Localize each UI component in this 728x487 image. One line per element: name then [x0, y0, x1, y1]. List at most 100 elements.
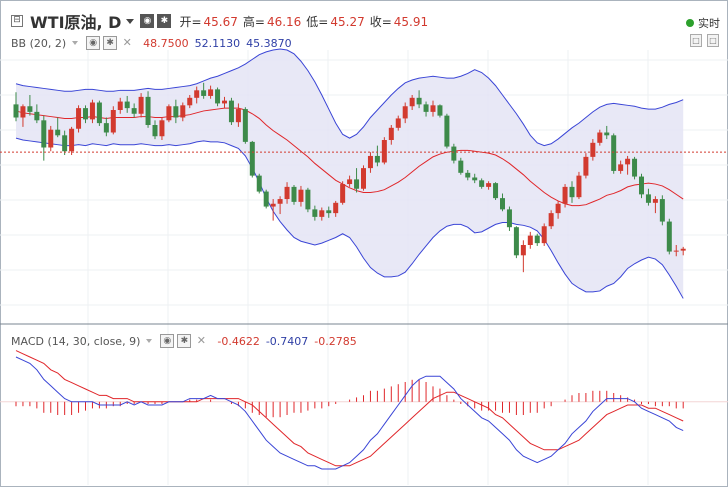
eye-icon[interactable]: ◉: [160, 334, 175, 348]
candle: [604, 132, 610, 136]
candle: [520, 245, 526, 256]
bb-legend: BB (20, 2) ◉ ✱ ✕ 48.7500 52.1130 45.3870: [11, 36, 292, 50]
candle: [83, 108, 88, 120]
high-value: 46.16: [266, 14, 302, 29]
macd-legend: MACD (14, 30, close, 9) ◉ ✱ ✕ -0.4622 -0…: [11, 334, 357, 348]
collapse-icon[interactable]: ⊟: [11, 15, 23, 27]
bb-upper-value: 48.7500: [143, 36, 189, 50]
chevron-down-icon[interactable]: [126, 18, 135, 24]
bb-band-fill: [16, 49, 684, 299]
chevron-down-icon[interactable]: [146, 339, 153, 343]
candle: [402, 106, 408, 119]
candle: [618, 164, 624, 171]
candle: [541, 226, 547, 244]
candle: [347, 179, 353, 185]
candle: [187, 97, 193, 106]
candle: [555, 203, 561, 214]
candle: [333, 202, 339, 214]
candle: [284, 186, 290, 200]
maximize-icon[interactable]: □: [707, 34, 719, 47]
candle: [493, 183, 499, 199]
candle: [437, 105, 443, 116]
low-quote: 低= 45.27: [306, 13, 364, 30]
close-value: 45.91: [393, 14, 429, 29]
candle: [458, 160, 464, 173]
candle: [513, 227, 519, 256]
candle: [326, 210, 332, 214]
candle: [13, 104, 19, 118]
close-icon[interactable]: ✕: [122, 36, 132, 49]
open-label: 开=: [179, 14, 202, 29]
signal-value: -0.7407: [265, 334, 309, 348]
candle: [486, 183, 492, 187]
candle: [110, 110, 116, 133]
candle: [89, 102, 95, 120]
candle: [270, 203, 276, 207]
candle: [500, 198, 505, 210]
candle: [34, 111, 40, 121]
candle: [381, 140, 387, 163]
candle: [562, 186, 568, 204]
candle: [124, 101, 130, 109]
macd-value: -0.4622: [217, 334, 260, 348]
close-icon[interactable]: ✕: [196, 334, 206, 347]
bb-middle-value: 52.1130: [194, 36, 241, 50]
candle: [409, 97, 415, 107]
chevron-down-icon[interactable]: [72, 41, 79, 45]
candle: [569, 186, 575, 198]
histogram-value: -0.2785: [314, 334, 357, 348]
low-label: 低=: [306, 14, 329, 29]
candle: [340, 184, 346, 203]
gear-icon[interactable]: ✱: [103, 36, 118, 50]
open-value: 45.67: [203, 14, 238, 29]
high-quote: 高= 46.16: [243, 13, 301, 30]
bb-middle-line: [15, 107, 684, 207]
candle: [506, 209, 512, 228]
candle: [590, 142, 596, 157]
candle: [145, 96, 151, 125]
candle: [215, 89, 221, 104]
candle: [138, 96, 144, 114]
candle: [472, 177, 478, 181]
candle: [298, 189, 304, 202]
macd-label: MACD (14, 30, close, 9): [11, 334, 141, 348]
candle: [659, 199, 665, 222]
gear-icon[interactable]: ✱: [157, 14, 172, 28]
candle: [159, 120, 165, 137]
candle: [263, 191, 269, 207]
candle: [103, 123, 109, 133]
candle: [242, 109, 248, 142]
candle: [291, 186, 297, 202]
candle: [20, 106, 26, 118]
candle: [374, 155, 380, 163]
candle: [583, 156, 589, 176]
candle: [416, 97, 422, 105]
candle: [479, 180, 485, 187]
candle: [256, 175, 262, 192]
bollinger-band: [15, 48, 684, 299]
candle: [625, 158, 631, 165]
candle: [194, 90, 200, 98]
candle: [388, 127, 394, 140]
eye-icon[interactable]: ◉: [140, 14, 155, 28]
candle: [62, 135, 68, 152]
candle: [632, 158, 638, 177]
eye-icon[interactable]: ◉: [86, 36, 101, 50]
restore-icon[interactable]: □: [690, 34, 702, 47]
candle: [597, 132, 603, 143]
candle: [367, 155, 373, 169]
gear-icon[interactable]: ✱: [177, 334, 192, 348]
candle: [117, 101, 123, 110]
bb-label: BB (20, 2): [11, 36, 67, 50]
candle: [312, 209, 318, 217]
candle: [41, 120, 47, 148]
candle: [27, 106, 33, 112]
header-bar: WTI原油, D ◉ ✱ 开= 45.67 高= 46.16 低= 45.27 收= 4…: [26, 11, 429, 32]
realtime-status: 实时: [686, 15, 720, 31]
candle: [69, 128, 75, 152]
symbol-title[interactable]: WTI原油, D: [30, 13, 122, 32]
candle: [166, 106, 172, 121]
candle: [673, 250, 679, 252]
candle: [395, 118, 401, 128]
